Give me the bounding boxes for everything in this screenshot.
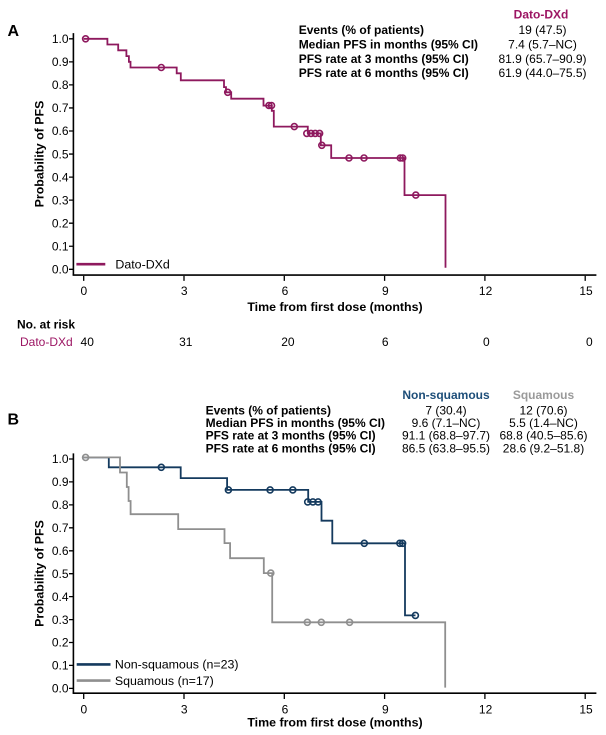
- svg-text:PFS rate at 3 months (95% CI): PFS rate at 3 months (95% CI): [206, 429, 376, 443]
- svg-text:0.2: 0.2: [52, 636, 69, 650]
- svg-text:7 (30.4): 7 (30.4): [425, 403, 466, 417]
- svg-text:68.8 (40.5–85.6): 68.8 (40.5–85.6): [499, 429, 587, 443]
- svg-text:0.8: 0.8: [52, 498, 69, 512]
- svg-text:40: 40: [81, 335, 95, 349]
- svg-text:A: A: [8, 23, 20, 40]
- svg-text:9.6 (7.1–NC): 9.6 (7.1–NC): [412, 416, 481, 430]
- svg-text:Dato-DXd: Dato-DXd: [514, 8, 569, 22]
- svg-text:Median PFS in months (95% CI): Median PFS in months (95% CI): [206, 416, 385, 430]
- svg-text:15: 15: [579, 284, 593, 298]
- svg-text:0.1: 0.1: [52, 659, 69, 673]
- svg-text:0.8: 0.8: [52, 78, 69, 92]
- svg-text:3: 3: [181, 703, 188, 717]
- svg-text:19 (47.5): 19 (47.5): [518, 23, 566, 37]
- svg-text:28.6 (9.2–51.8): 28.6 (9.2–51.8): [503, 441, 584, 455]
- svg-text:0: 0: [586, 335, 593, 349]
- svg-text:6: 6: [382, 335, 389, 349]
- svg-text:0.4: 0.4: [52, 590, 69, 604]
- svg-text:5.5 (1.4–NC): 5.5 (1.4–NC): [509, 416, 578, 430]
- svg-text:0.2: 0.2: [52, 216, 69, 230]
- svg-text:0.0: 0.0: [52, 682, 69, 696]
- svg-text:3: 3: [181, 284, 188, 298]
- svg-text:Probability of PFS: Probability of PFS: [33, 101, 47, 208]
- svg-text:Dato-DXd: Dato-DXd: [20, 335, 73, 349]
- svg-text:B: B: [8, 411, 20, 428]
- svg-text:0.9: 0.9: [52, 55, 69, 69]
- svg-text:20: 20: [281, 335, 295, 349]
- svg-text:Time from first dose (months): Time from first dose (months): [247, 300, 422, 314]
- svg-text:Dato-DXd: Dato-DXd: [115, 258, 170, 272]
- svg-text:0: 0: [81, 703, 88, 717]
- svg-text:0.5: 0.5: [52, 567, 69, 581]
- svg-text:15: 15: [579, 703, 593, 717]
- svg-text:0.7: 0.7: [52, 101, 69, 115]
- svg-text:Non-squamous: Non-squamous: [402, 388, 490, 402]
- svg-text:Events (% of patients): Events (% of patients): [206, 403, 331, 417]
- svg-text:7.4 (5.7–NC): 7.4 (5.7–NC): [508, 37, 577, 51]
- svg-text:Events (% of patients): Events (% of patients): [299, 23, 424, 37]
- svg-text:9: 9: [382, 284, 389, 298]
- svg-text:Probability of PFS: Probability of PFS: [33, 520, 47, 627]
- svg-text:0: 0: [483, 335, 490, 349]
- svg-text:0.6: 0.6: [52, 544, 69, 558]
- svg-text:86.5 (63.8–95.5): 86.5 (63.8–95.5): [402, 441, 490, 455]
- svg-text:0.7: 0.7: [52, 521, 69, 535]
- svg-text:Squamous (n=17): Squamous (n=17): [115, 674, 214, 688]
- svg-text:9: 9: [382, 703, 389, 717]
- svg-text:0.3: 0.3: [52, 193, 69, 207]
- svg-text:No. at risk: No. at risk: [17, 318, 75, 332]
- svg-text:0.9: 0.9: [52, 475, 69, 489]
- svg-text:PFS rate at 6 months (95% CI): PFS rate at 6 months (95% CI): [206, 441, 376, 455]
- svg-text:31: 31: [179, 335, 193, 349]
- svg-text:0.3: 0.3: [52, 613, 69, 627]
- svg-text:0.1: 0.1: [52, 239, 69, 253]
- svg-text:12: 12: [479, 703, 493, 717]
- svg-text:91.1 (68.8–97.7): 91.1 (68.8–97.7): [402, 429, 490, 443]
- svg-text:PFS rate at 6 months (95% CI): PFS rate at 6 months (95% CI): [299, 66, 469, 80]
- svg-text:0.0: 0.0: [52, 263, 69, 277]
- svg-text:Non-squamous (n=23): Non-squamous (n=23): [115, 658, 239, 672]
- svg-text:12: 12: [479, 284, 493, 298]
- svg-text:81.9 (65.7–90.9): 81.9 (65.7–90.9): [498, 52, 586, 66]
- svg-text:0: 0: [81, 284, 88, 298]
- svg-text:0.4: 0.4: [52, 170, 69, 184]
- svg-text:6: 6: [282, 703, 289, 717]
- svg-text:61.9 (44.0–75.5): 61.9 (44.0–75.5): [498, 66, 586, 80]
- svg-text:Median PFS in months (95% CI): Median PFS in months (95% CI): [299, 37, 478, 51]
- svg-text:1.0: 1.0: [52, 452, 69, 466]
- svg-text:0.5: 0.5: [52, 147, 69, 161]
- svg-text:PFS rate at 3 months (95% CI): PFS rate at 3 months (95% CI): [299, 52, 469, 66]
- svg-text:12 (70.6): 12 (70.6): [519, 403, 567, 417]
- svg-text:0.6: 0.6: [52, 124, 69, 138]
- svg-text:Squamous: Squamous: [513, 388, 575, 402]
- svg-text:Time from first dose (months): Time from first dose (months): [247, 716, 422, 730]
- svg-text:6: 6: [282, 284, 289, 298]
- svg-text:1.0: 1.0: [52, 32, 69, 46]
